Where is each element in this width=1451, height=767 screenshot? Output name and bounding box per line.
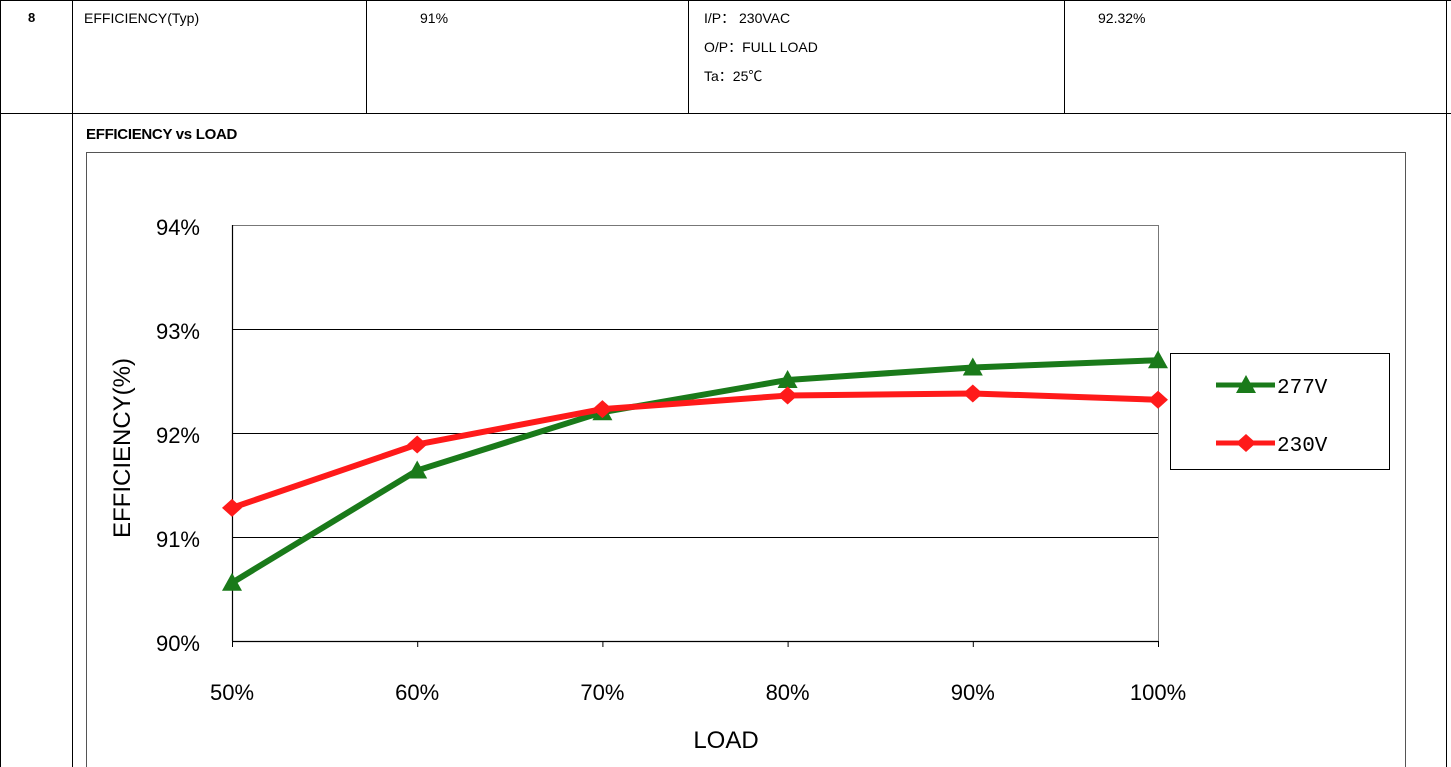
- legend-marker-277v: [1236, 375, 1256, 393]
- data-point-277v: [777, 369, 798, 388]
- condition-output: O/P：FULL LOAD: [704, 39, 818, 55]
- y-tick-label: 90%: [156, 631, 200, 656]
- data-point-277v: [962, 357, 983, 376]
- y-axis-title: EFFICIENCY(%): [109, 358, 136, 538]
- data-point-230v: [1148, 390, 1168, 409]
- data-point-277v: [407, 460, 428, 479]
- y-tick-label: 91%: [156, 527, 200, 552]
- row-number: 8: [28, 10, 36, 25]
- legend-label: 277V: [1277, 377, 1328, 400]
- x-tick-label: 70%: [580, 680, 624, 705]
- col-divider: [688, 0, 689, 113]
- condition-temperature: Ta：25℃: [704, 68, 763, 84]
- data-point-230v: [592, 400, 613, 419]
- chart-title: EFFICIENCY vs LOAD: [86, 126, 238, 143]
- x-tick-label: 100%: [1130, 680, 1186, 705]
- data-point-230v: [222, 498, 242, 517]
- col-divider: [1064, 0, 1065, 113]
- data-point-230v: [962, 384, 983, 403]
- data-point-277v: [1148, 350, 1168, 369]
- col-divider: [366, 0, 367, 113]
- legend-marker-230v: [1236, 434, 1256, 452]
- y-tick-label: 94%: [156, 215, 200, 240]
- measured-value: 92.32%: [1098, 10, 1146, 26]
- table-right-border: [1446, 0, 1447, 767]
- data-point-277v: [222, 572, 242, 591]
- series-line-230v: [231, 390, 1159, 511]
- parameter-name: EFFICIENCY(Typ): [84, 10, 200, 26]
- x-tick-label: 90%: [951, 680, 995, 705]
- x-axis-title: LOAD: [693, 727, 758, 754]
- table-top-border: [0, 0, 1451, 1]
- series-line-277v: [230, 357, 1159, 586]
- y-tick-label: 92%: [156, 423, 200, 448]
- col-divider: [72, 0, 73, 767]
- condition-input: I/P： 230VAC: [704, 10, 791, 26]
- legend-box: [1170, 353, 1390, 470]
- data-point-230v: [777, 386, 798, 405]
- spec-value: 91%: [420, 10, 449, 26]
- legend-label: 230V: [1277, 435, 1328, 458]
- x-tick-label: 50%: [210, 680, 254, 705]
- y-tick-label: 93%: [156, 319, 200, 344]
- data-point-230v: [407, 435, 428, 454]
- table-left-border: [0, 0, 1, 767]
- x-tick-label: 80%: [766, 680, 810, 705]
- row-divider: [0, 113, 1451, 114]
- x-tick-label: 60%: [395, 680, 439, 705]
